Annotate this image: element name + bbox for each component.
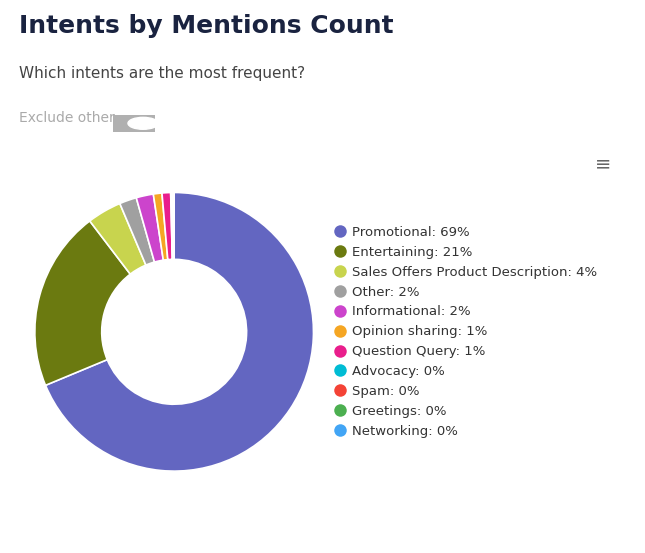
Wedge shape [136,194,163,262]
Wedge shape [162,192,172,259]
Text: ≡: ≡ [595,155,611,174]
Wedge shape [120,198,154,265]
Wedge shape [35,221,130,385]
Text: Exclude other: Exclude other [19,111,115,124]
Wedge shape [171,192,173,259]
Wedge shape [90,204,146,274]
Wedge shape [172,192,174,259]
Circle shape [128,117,158,129]
Text: Which intents are the most frequent?: Which intents are the most frequent? [19,66,306,81]
Wedge shape [172,192,174,259]
Wedge shape [154,193,168,260]
Text: Intents by Mentions Count: Intents by Mentions Count [19,14,394,38]
Wedge shape [46,192,313,471]
FancyBboxPatch shape [106,114,157,133]
Legend: Promotional: 69%, Entertaining: 21%, Sales Offers Product Description: 4%, Other: Promotional: 69%, Entertaining: 21%, Sal… [329,221,602,443]
